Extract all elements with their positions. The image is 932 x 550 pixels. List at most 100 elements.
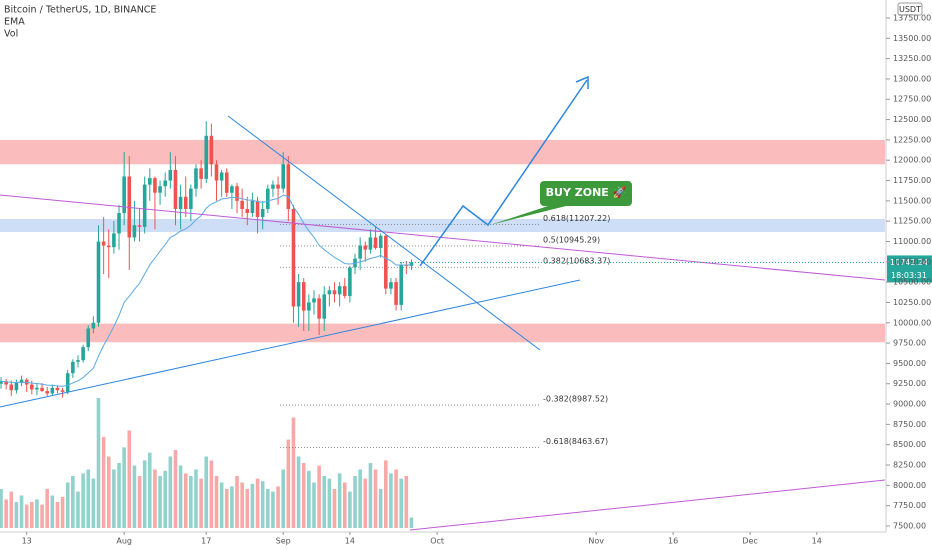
candle-body bbox=[4, 381, 8, 385]
candle-body bbox=[209, 135, 214, 165]
volume-bar bbox=[409, 517, 414, 528]
candle-body bbox=[363, 245, 368, 250]
y-tick-label: 13250.00 bbox=[893, 54, 931, 63]
overlay: 10742.24 18:03:31 bbox=[400, 255, 932, 283]
y-tick-label: 10750.00 bbox=[893, 257, 931, 266]
countdown-label: 18:03:31 bbox=[891, 271, 927, 280]
candle-body bbox=[35, 387, 39, 390]
candle-body bbox=[394, 282, 398, 305]
candle-body bbox=[327, 290, 332, 295]
y-tick-label: 8250.00 bbox=[893, 461, 926, 470]
candle-body bbox=[76, 360, 80, 362]
volume-bar bbox=[24, 504, 29, 528]
volume-bar bbox=[342, 482, 347, 528]
trend-line bbox=[409, 479, 886, 531]
arrow-head bbox=[575, 75, 589, 89]
volume-bar bbox=[214, 476, 219, 528]
volume-bar bbox=[348, 491, 352, 528]
y-tick-label: 9000.00 bbox=[893, 400, 926, 409]
volume-bar bbox=[373, 469, 378, 528]
volume-bar bbox=[240, 482, 244, 528]
volume-bar bbox=[194, 469, 198, 528]
fib-label: -0.382(8987.52) bbox=[543, 395, 608, 404]
indicator-name: Vol bbox=[4, 29, 18, 40]
volume-bar bbox=[230, 486, 234, 528]
volume-bar bbox=[378, 489, 383, 528]
indicator-name: EMA bbox=[4, 17, 25, 28]
volume-bar bbox=[358, 469, 362, 528]
candle-body bbox=[189, 188, 193, 209]
volume-bar bbox=[137, 476, 142, 528]
candle-body bbox=[301, 282, 306, 311]
volume-bar bbox=[219, 482, 224, 528]
volume-bar bbox=[76, 491, 80, 528]
y-tick-label: 7500.00 bbox=[893, 521, 926, 530]
candle-body bbox=[219, 172, 224, 181]
volume-bar bbox=[353, 476, 357, 528]
candle-body bbox=[178, 196, 183, 209]
zones bbox=[0, 139, 885, 343]
volume-bar bbox=[389, 473, 393, 528]
volume-bar bbox=[399, 478, 403, 528]
volume-bar bbox=[60, 496, 65, 528]
x-tick-label: 16 bbox=[668, 537, 678, 546]
currency-box bbox=[897, 2, 923, 16]
volume-bar bbox=[271, 491, 275, 528]
volume-bar bbox=[235, 476, 239, 528]
volume-bar bbox=[327, 478, 332, 528]
candle-body bbox=[235, 186, 239, 201]
projection-arrow bbox=[419, 79, 588, 267]
volume-bar bbox=[384, 460, 388, 528]
volume-bar bbox=[45, 489, 49, 528]
volume-bar bbox=[71, 476, 75, 528]
x-tick-label: Oct bbox=[430, 537, 444, 546]
candle-body bbox=[153, 178, 157, 193]
candle-body bbox=[281, 164, 285, 189]
volume-bar bbox=[322, 476, 327, 528]
volume-bar bbox=[122, 447, 126, 528]
buy-zone-label: BUY ZONE 🚀 bbox=[546, 186, 627, 199]
candle-body bbox=[106, 245, 111, 248]
trend-line bbox=[227, 115, 541, 351]
fib-label: 0.382(10683.37) bbox=[543, 257, 610, 266]
candle-body bbox=[142, 184, 147, 227]
candle-body bbox=[19, 379, 24, 383]
price-zone bbox=[0, 218, 885, 232]
y-tick-label: 12750.00 bbox=[893, 95, 931, 104]
x-tick-label: Nov bbox=[588, 537, 604, 546]
volume-layer bbox=[0, 398, 414, 528]
candle-body bbox=[86, 328, 91, 348]
volume-bar bbox=[204, 456, 209, 528]
x-tick-label: 17 bbox=[201, 537, 211, 546]
candle-body bbox=[296, 282, 301, 307]
candle-body bbox=[137, 225, 142, 227]
y-tick-label: 10250.00 bbox=[893, 298, 931, 307]
candle-body bbox=[384, 235, 388, 289]
volume-bar bbox=[281, 469, 285, 528]
candle-body bbox=[71, 361, 75, 374]
y-tick-label: 12250.00 bbox=[893, 135, 931, 144]
volume-bar bbox=[127, 430, 132, 528]
candle-body bbox=[358, 245, 362, 259]
candle-body bbox=[122, 176, 126, 214]
volume-bar bbox=[117, 463, 121, 528]
volume-bar bbox=[291, 417, 296, 528]
volume-bar bbox=[163, 470, 167, 528]
y-tick-label: 11750.00 bbox=[893, 176, 931, 185]
candle-body bbox=[158, 186, 162, 193]
candle-body bbox=[81, 347, 85, 361]
volume-bar bbox=[337, 473, 342, 528]
y-tick-label: 11000.00 bbox=[893, 237, 931, 246]
candle-body bbox=[91, 322, 96, 329]
volume-bar bbox=[55, 502, 60, 528]
y-tick-label: 9250.00 bbox=[893, 379, 926, 388]
candle-body bbox=[368, 237, 373, 250]
candle-body bbox=[245, 208, 250, 214]
y-tick-label: 10500.00 bbox=[893, 278, 931, 287]
candle-body bbox=[389, 282, 393, 289]
volume-bar bbox=[307, 470, 311, 528]
volume-bar bbox=[266, 489, 270, 528]
candle-body bbox=[50, 387, 55, 394]
last-price-label: 10742.24 bbox=[890, 258, 928, 267]
